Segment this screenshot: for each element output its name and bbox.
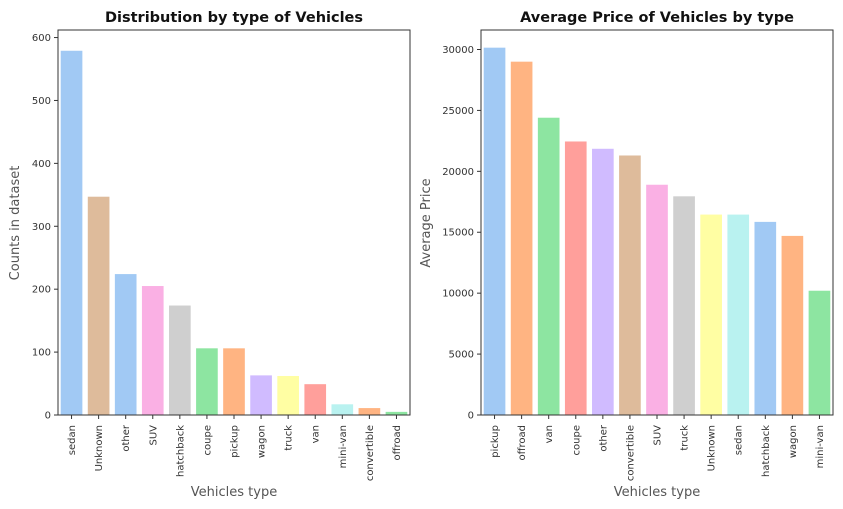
chart-left-category-label: offroad (392, 425, 403, 461)
chart-left-bar-mini-van (331, 404, 354, 415)
chart-left-bar-Unknown (87, 196, 110, 415)
chart-left-y-axis-label: Counts in dataset (8, 166, 23, 281)
chart-right-category-label: mini-van (815, 425, 826, 468)
chart-right-y-tick-label: 10000 (442, 289, 474, 300)
chart-right-y-axis-label: Average Price (419, 178, 434, 267)
chart-left-category-label: SUV (148, 425, 159, 446)
chart-right-y-tick-label: 5000 (449, 350, 474, 361)
chart-left-bar-layer (60, 50, 408, 416)
chart-right-category-label: van (544, 425, 555, 443)
chart-right-category-label: SUV (653, 425, 664, 446)
chart-left-category-label: pickup (230, 425, 241, 458)
chart-left-axes-frame (57, 29, 411, 416)
chart-right-bar-convertible (619, 155, 641, 415)
chart-right-y-tick-label: 15000 (442, 228, 474, 239)
chart-left-bar-hatchback (169, 305, 191, 415)
chart-left-bar-pickup (223, 348, 245, 415)
chart-left-y-tick-label: 600 (32, 33, 51, 44)
chart-right-y-tick-label: 30000 (442, 45, 474, 56)
chart-right-bar-sedan (727, 214, 750, 415)
chart-right-bar-truck (673, 196, 695, 415)
chart-left-title: Distribution by type of Vehicles (105, 10, 363, 26)
chart-left-category-label: sedan (67, 425, 78, 455)
chart-left-y-tick-label: 300 (32, 222, 51, 233)
chart-left-bar-other (114, 274, 137, 415)
chart-right-title: Average Price of Vehicles by type (520, 10, 794, 26)
chart-left-category-layer: sedan Unknown other SUV hatchback coupe pickup… (67, 415, 403, 481)
chart-right-bar-offroad (510, 61, 533, 415)
chart-right-bar-mini-van (808, 290, 831, 415)
chart-left-y-tick-label: 400 (32, 159, 51, 170)
chart-right-category-label: sedan (734, 425, 745, 455)
chart-left-x-axis-label: Vehicles type (191, 485, 277, 500)
chart-right-bar-layer (483, 47, 831, 415)
chart-right-bar-hatchback (754, 221, 777, 415)
chart-left-y-tick-label: 0 (45, 411, 51, 422)
chart-left-bar-truck (277, 375, 299, 415)
chart-left-bar-van (304, 384, 327, 415)
chart-right-category-label: convertible (625, 425, 636, 481)
chart-right-category-label: Unknown (707, 425, 718, 471)
chart-left-bar-offroad (385, 411, 408, 415)
chart-left-category-label: truck (284, 425, 295, 451)
chart-right-category-label: hatchback (761, 425, 772, 477)
chart-left-y-tick-label: 200 (32, 285, 51, 296)
chart-left-bar-coupe (196, 348, 218, 415)
chart-right-category-label: offroad (517, 425, 528, 461)
chart-right-tick-layer: 0 5000 10000 15000 20000 25000 30000 (442, 45, 481, 422)
chart-right-x-axis-label: Vehicles type (614, 485, 700, 500)
chart-right-category-label: coupe (571, 425, 582, 455)
chart-right-bar-SUV (646, 184, 668, 415)
chart-right-bar-Unknown (700, 214, 722, 415)
chart-left-tick-layer: 0 100 200 300 400 500 600 (32, 33, 58, 422)
chart-left-bar-wagon (250, 375, 272, 415)
chart-left-category-label: van (311, 425, 322, 443)
chart-left-category-label: hatchback (175, 425, 186, 477)
chart-right: Average Price of Vehicles by type Averag… (419, 10, 834, 500)
chart-right-bar-pickup (483, 47, 506, 415)
chart-right-axes-frame (480, 29, 834, 416)
chart-right-y-tick-label: 25000 (442, 106, 474, 117)
chart-left-y-tick-label: 100 (32, 348, 51, 359)
chart-left-bar-convertible (358, 408, 381, 415)
chart-right-bar-other (592, 148, 614, 415)
chart-right-bar-coupe (564, 141, 587, 415)
chart-left: Distribution by type of Vehicles Counts … (8, 10, 411, 500)
chart-left-category-label: Unknown (94, 425, 105, 471)
chart-right-category-label: other (598, 424, 609, 452)
chart-left-category-label: other (121, 424, 132, 452)
chart-left-bar-sedan (60, 50, 83, 416)
chart-left-category-label: convertible (365, 425, 376, 481)
chart-right-bar-van (537, 117, 560, 415)
chart-left-category-label: mini-van (338, 425, 349, 468)
chart-left-bar-SUV (141, 286, 164, 415)
chart-right-category-label: truck (680, 425, 691, 451)
chart-left-y-tick-label: 500 (32, 96, 51, 107)
chart-right-category-label: pickup (490, 425, 501, 458)
chart-left-category-label: coupe (202, 425, 213, 455)
chart-right-category-layer: pickup offroad van coupe other convertible SUV… (490, 415, 826, 481)
chart-right-y-tick-label: 0 (468, 411, 474, 422)
chart-right-category-label: wagon (788, 425, 799, 458)
chart-left-category-label: wagon (257, 425, 268, 458)
chart-right-y-tick-label: 20000 (442, 167, 474, 178)
chart-right-bar-wagon (781, 235, 804, 415)
